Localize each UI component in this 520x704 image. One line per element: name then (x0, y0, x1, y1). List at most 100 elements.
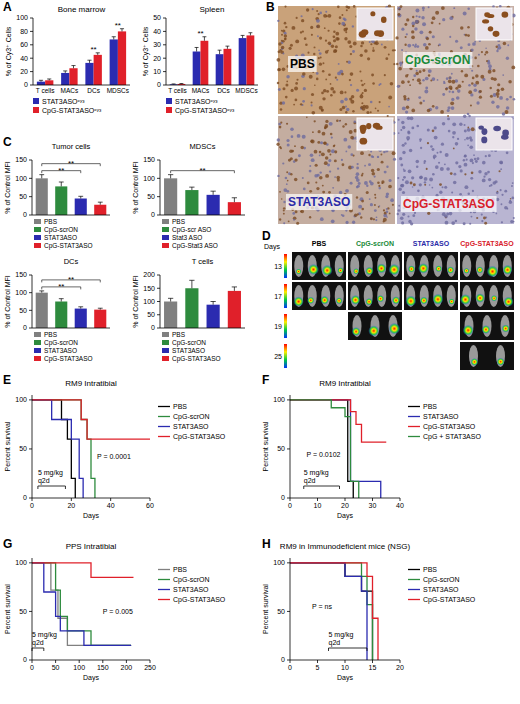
tick (157, 328, 160, 329)
nucleus (387, 115, 389, 117)
nucleus (467, 34, 470, 37)
plot (36, 291, 107, 328)
annotation: ** (68, 275, 74, 284)
nucleus (480, 75, 484, 79)
inset-nucleus (366, 123, 371, 129)
error-bar (179, 83, 183, 84)
mouse-image (460, 282, 514, 310)
nucleus (280, 108, 283, 111)
tick (163, 71, 166, 72)
nucleus (321, 109, 323, 111)
bar (45, 80, 53, 85)
bar (201, 41, 209, 85)
error-bar (98, 202, 103, 205)
nucleus (463, 124, 465, 126)
nucleus (370, 182, 374, 186)
nucleus (340, 100, 344, 104)
tick-label: 100 (16, 14, 28, 21)
nucleus (305, 43, 308, 46)
signal (307, 297, 314, 304)
nucleus (449, 91, 451, 93)
nucleus (339, 120, 341, 122)
tick (400, 498, 401, 501)
nucleus (339, 108, 342, 111)
nucleus (311, 93, 314, 96)
nucleus (419, 102, 422, 105)
signal (351, 295, 361, 305)
tick-label: 20 (67, 502, 75, 509)
nucleus (277, 20, 279, 22)
tick-label: 150 (143, 156, 155, 163)
title: Bone marrow (58, 5, 106, 14)
nucleus (327, 14, 331, 18)
nucleus (289, 47, 292, 50)
nucleus (485, 47, 487, 49)
nucleus (411, 35, 415, 39)
title: RM9 Intratibial (319, 379, 371, 388)
nucleus (442, 93, 445, 96)
nucleus (331, 219, 335, 223)
signal (377, 295, 385, 303)
legend-swatch (34, 235, 41, 240)
nucleus (360, 54, 363, 57)
axis-title: Percent survival (4, 584, 11, 634)
mouse (476, 285, 485, 307)
tick-label: 20 (20, 68, 28, 75)
error-bar (168, 298, 173, 301)
nucleus (475, 81, 479, 85)
nucleus (474, 41, 476, 43)
nucleus (325, 120, 328, 123)
nucleus (447, 109, 450, 112)
nucleus (496, 105, 500, 109)
nucleus (342, 106, 345, 109)
nucleus (360, 216, 362, 218)
y-axis: 050100150% of Control MFI (4, 271, 32, 331)
nucleus (302, 177, 304, 179)
nucleus (478, 170, 481, 173)
nucleus (406, 33, 408, 35)
nucleus (416, 125, 419, 128)
nucleus (419, 138, 422, 141)
legend-label: STAT3ASOᶜʸ³ (175, 98, 218, 105)
nucleus (441, 143, 444, 146)
nucleus (316, 72, 319, 75)
mouse (420, 285, 429, 307)
nucleus (431, 21, 434, 24)
nucleus (379, 83, 381, 85)
tick-label: 50 (277, 608, 285, 615)
mouse (503, 255, 512, 277)
nucleus (370, 217, 373, 220)
nucleus (277, 175, 279, 177)
axis-line (160, 215, 245, 216)
survival-curve (290, 400, 386, 442)
legend-swatch (34, 219, 41, 224)
nucleus (501, 88, 505, 92)
nucleus (398, 67, 402, 71)
nucleus (334, 176, 336, 178)
tick-label: 100 (15, 396, 27, 403)
nucleus (407, 81, 410, 84)
treatment-bar (32, 648, 44, 651)
nucleus (430, 80, 432, 82)
nucleus (500, 168, 502, 170)
nucleus (364, 165, 366, 167)
nucleus (325, 156, 329, 160)
nucleus (319, 12, 322, 15)
error-bar (59, 182, 64, 186)
nucleus (497, 96, 499, 98)
survival-curve (290, 563, 373, 660)
nucleus (501, 194, 503, 196)
nucleus (402, 151, 405, 154)
nucleus (432, 173, 435, 176)
panel-letter: H (262, 537, 271, 551)
tick-label: 40 (153, 28, 161, 35)
legend-swatch (158, 436, 170, 437)
nucleus (384, 212, 387, 215)
nucleus (388, 54, 390, 56)
legend-swatch (162, 235, 169, 240)
nucleus (407, 74, 409, 76)
signal (336, 297, 343, 304)
nucleus (284, 38, 287, 41)
nucleus (419, 30, 423, 34)
nucleus (444, 163, 446, 165)
